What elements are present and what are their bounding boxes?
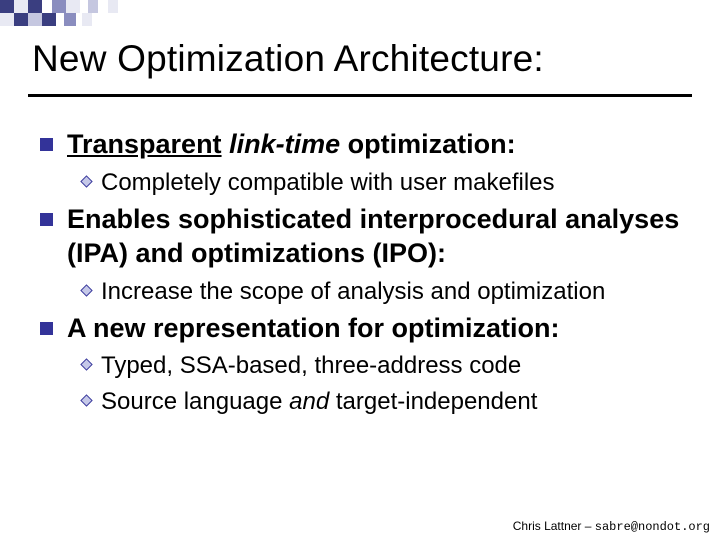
diamond-bullet-icon [80,175,93,188]
bullet-level2: Source language and target-independent [40,387,692,417]
bullet-level2-text: Increase the scope of analysis and optim… [101,277,605,307]
diamond-bullet-icon [80,394,93,407]
footer-email: sabre@nondot.org [595,520,710,534]
bullet-level2: Completely compatible with user makefile… [40,168,692,198]
bullet-level1: Enables sophisticated interprocedural an… [40,202,692,271]
bullet-level2: Increase the scope of analysis and optim… [40,277,692,307]
square-bullet-icon [40,138,53,151]
bullet-level2-text: Source language and target-independent [101,387,537,417]
square-bullet-icon [40,213,53,226]
slide-footer: Chris Lattner – sabre@nondot.org [513,519,710,534]
bullet-level1-text: A new representation for optimization: [67,311,560,346]
square-bullet-icon [40,322,53,335]
bullet-level1: A new representation for optimization: [40,311,692,346]
bullet-level2: Typed, SSA-based, three-address code [40,351,692,381]
slide-body: Transparent link-time optimization: Compl… [0,97,720,417]
bullet-level2-text: Typed, SSA-based, three-address code [101,351,521,381]
bullet-level2-text: Completely compatible with user makefile… [101,168,555,198]
bullet-level1-text: Transparent link-time optimization: [67,127,516,162]
diamond-bullet-icon [80,358,93,371]
slide-title: New Optimization Architecture: [32,38,688,80]
diamond-bullet-icon [80,284,93,297]
bullet-level1-text: Enables sophisticated interprocedural an… [67,202,692,271]
corner-decoration [0,0,220,26]
footer-author: Chris Lattner – [513,519,595,533]
bullet-level1: Transparent link-time optimization: [40,127,692,162]
